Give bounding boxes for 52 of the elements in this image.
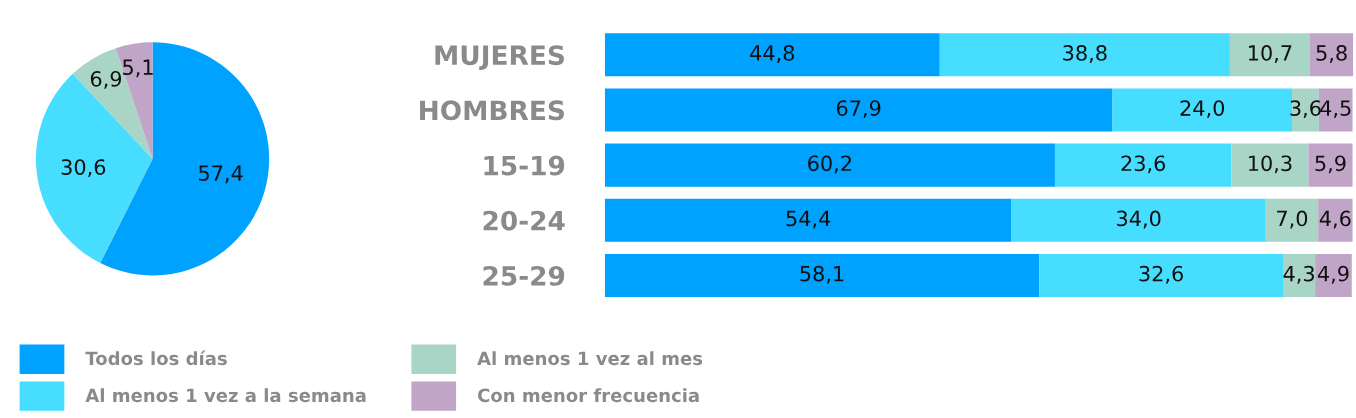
data-label: 32,6 <box>1139 265 1183 284</box>
data-label: 58,1 <box>800 265 844 284</box>
legend-label: Al menos 1 vez al mes <box>477 351 703 366</box>
y-tick-label: HOMBRES <box>420 100 564 121</box>
data-label: 10,7 <box>1249 45 1292 63</box>
data-label: 4,9 <box>1317 265 1349 284</box>
bar <box>1309 33 1354 77</box>
y-tick-label: MUJERES <box>435 45 564 71</box>
data-label: 67,9 <box>836 100 881 119</box>
data-label: 3,6 <box>1290 100 1321 119</box>
data-label: 30,6 <box>61 159 106 178</box>
data-label: 4,6 <box>1319 210 1351 229</box>
y-tick-label: 20-24 <box>483 210 565 231</box>
data-label: 54,4 <box>786 210 831 229</box>
bar <box>604 33 940 77</box>
bar <box>1054 143 1232 187</box>
data-label: 4,5 <box>1320 100 1351 119</box>
bar <box>1265 198 1319 242</box>
data-label: 6,9 <box>90 70 122 89</box>
bar <box>1318 198 1353 242</box>
bar <box>1308 143 1353 187</box>
legend-label: Con menor frecuencia <box>477 388 699 403</box>
data-label: 23,6 <box>1121 155 1166 174</box>
data-label: 38,8 <box>1063 45 1107 63</box>
data-label: 7,0 <box>1277 210 1308 229</box>
data-label: 60,2 <box>808 155 851 174</box>
bar <box>604 143 1055 187</box>
data-label: 5,9 <box>1315 155 1346 174</box>
data-label: 10,3 <box>1249 155 1292 174</box>
bar <box>1315 253 1352 297</box>
data-label: 34,0 <box>1117 210 1161 229</box>
data-label: 5,8 <box>1316 45 1347 63</box>
data-label: 5,1 <box>123 59 153 78</box>
y-tick-label: 15-19 <box>484 155 565 176</box>
legend-label: Todos los días <box>85 350 227 366</box>
bar <box>604 253 1040 297</box>
data-label: 57,4 <box>199 165 243 184</box>
bar <box>1039 253 1283 297</box>
data-label: 44,8 <box>750 45 795 63</box>
bar <box>1112 88 1292 132</box>
data-label: 4,3 <box>1283 265 1314 284</box>
bar <box>1011 198 1266 242</box>
bar <box>604 198 1012 242</box>
y-tick-label: 25-29 <box>483 265 565 286</box>
data-label: 24,0 <box>1180 100 1225 119</box>
bar <box>604 88 1113 132</box>
bar <box>939 33 1230 77</box>
bar <box>1283 253 1316 297</box>
bar <box>1231 143 1309 187</box>
bar <box>1229 33 1310 77</box>
pie-slice <box>72 48 153 159</box>
legend-label: Al menos 1 vez a la semana <box>85 388 366 403</box>
